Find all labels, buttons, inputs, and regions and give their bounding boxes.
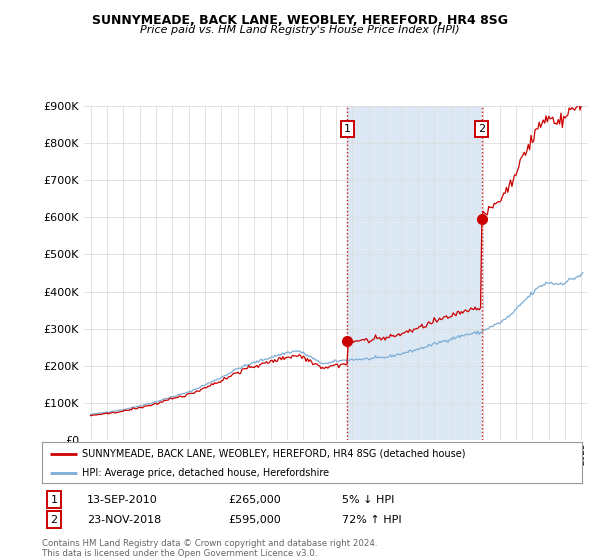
Text: 13-SEP-2010: 13-SEP-2010 [87,494,158,505]
Text: SUNNYMEADE, BACK LANE, WEOBLEY, HEREFORD, HR4 8SG (detached house): SUNNYMEADE, BACK LANE, WEOBLEY, HEREFORD… [83,449,466,459]
Bar [347,106,482,440]
Text: 5% ↓ HPI: 5% ↓ HPI [342,494,394,505]
Text: Price paid vs. HM Land Registry's House Price Index (HPI): Price paid vs. HM Land Registry's House … [140,25,460,35]
Text: 1: 1 [50,494,58,505]
Text: Contains HM Land Registry data © Crown copyright and database right 2024.
This d: Contains HM Land Registry data © Crown c… [42,539,377,558]
Text: HPI: Average price, detached house, Herefordshire: HPI: Average price, detached house, Here… [83,468,329,478]
Text: 72% ↑ HPI: 72% ↑ HPI [342,515,401,525]
Text: 23-NOV-2018: 23-NOV-2018 [87,515,161,525]
Text: 2: 2 [50,515,58,525]
Text: SUNNYMEADE, BACK LANE, WEOBLEY, HEREFORD, HR4 8SG: SUNNYMEADE, BACK LANE, WEOBLEY, HEREFORD… [92,14,508,27]
Text: 1: 1 [344,124,351,134]
Text: £265,000: £265,000 [228,494,281,505]
Text: £595,000: £595,000 [228,515,281,525]
Text: 2: 2 [478,124,485,134]
